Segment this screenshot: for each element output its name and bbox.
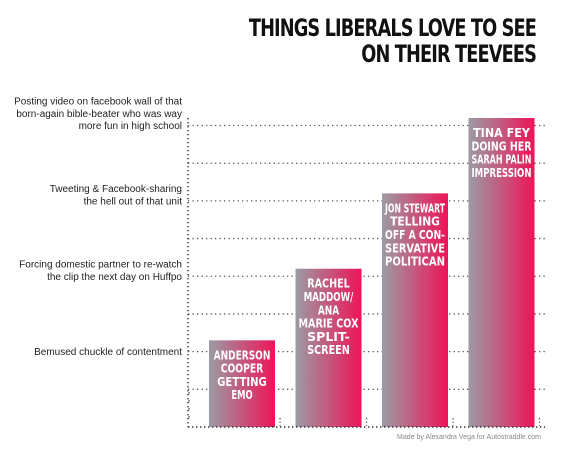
y-tick-labels: Bemused chuckle of contentment Forcing do… <box>14 97 182 358</box>
bar-4-label-line: TINA FEY <box>473 126 530 140</box>
bar-3-label-line: OFF A CON- <box>385 228 445 242</box>
bar-2-label-line: SPLIT- <box>307 330 350 344</box>
bar-1-label-line: EMO <box>231 388 252 402</box>
chart-title-line-1: THINGS LIBERALS LOVE TO SEE <box>248 14 537 42</box>
bar-2-label-line: MARIE COX <box>299 317 360 331</box>
bar-4-label-line: SARAH PALIN <box>472 153 532 167</box>
bar-1-label-line: ANDERSON <box>214 348 271 362</box>
bar-3-label-line: JON STEWART <box>384 201 445 215</box>
bar-2-label-line: RACHEL <box>307 277 350 291</box>
bar-2 <box>295 268 362 427</box>
chart-title-line-2: ON THEIR TEEVEES <box>361 40 537 68</box>
bar-3-label-line: POLITICAN <box>385 255 445 269</box>
bar-3-label-line: SERVATIVE <box>385 241 445 255</box>
y-tick-label-8: born-again bible-beater who was way <box>16 109 182 120</box>
bar-4-label-line: DOING HER <box>472 139 532 153</box>
bar-1-label-line: GETTING <box>217 375 267 389</box>
y-tick-label-2: Bemused chuckle of contentment <box>34 347 182 358</box>
bar-3 <box>382 193 448 427</box>
y-tick-label-6: the hell out of that unit <box>84 196 183 207</box>
bar-4 <box>468 118 535 427</box>
y-tick-label-6: Tweeting & Facebook-sharing <box>50 184 182 195</box>
bar-2-label-line: MADDOW/ <box>304 290 354 304</box>
credit-note: Made by Alexandra Vega for Autostraddle.… <box>397 434 541 441</box>
bar-1 <box>209 340 275 427</box>
y-tick-label-4: Forcing domestic partner to re-watch <box>19 260 182 271</box>
y-tick-label-8: more fun in high school <box>79 121 182 132</box>
y-tick-label-4: the clip the next day on Huffpo <box>47 272 182 283</box>
y-tick-label-8: Posting video on facebook wall of that <box>14 97 182 108</box>
axes <box>187 118 545 428</box>
bar-3-label-line: TELLING <box>390 215 440 229</box>
bar-2-label-line: ANA <box>318 303 340 317</box>
bar-4-label-line: IMPRESSION <box>472 166 532 180</box>
bar-2-label-line: SCREEN <box>307 343 350 357</box>
bar-1-label-line: COOPER <box>221 362 264 376</box>
